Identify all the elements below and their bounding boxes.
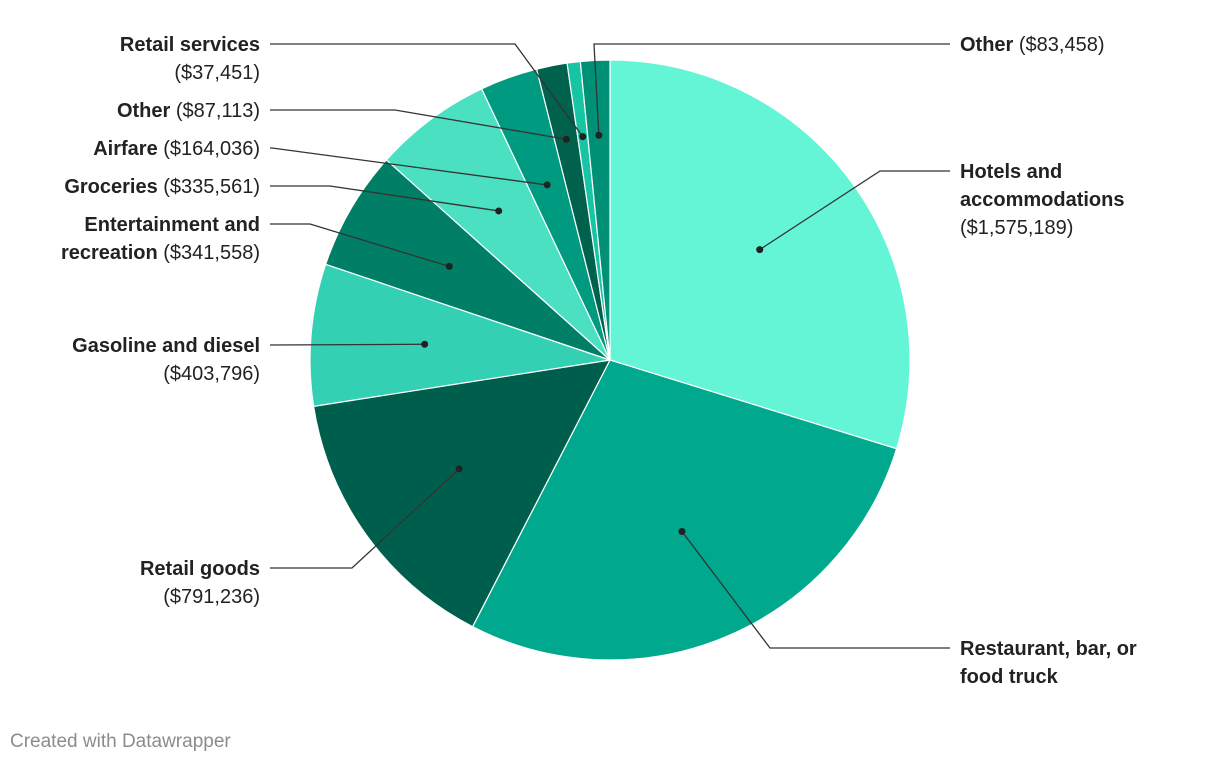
slice-name: Entertainment and <box>84 214 260 236</box>
leader-dot <box>678 528 686 536</box>
slice-label-name: accommodations <box>960 189 1124 211</box>
slice-value: ($791,236) <box>163 586 260 608</box>
slice-label-name: Other ($83,458) <box>960 34 1105 56</box>
slice-label-name: recreation ($341,558) <box>61 242 260 264</box>
slice-name: Groceries <box>64 176 157 198</box>
leader-dot <box>579 133 587 141</box>
leader-dot <box>455 465 463 473</box>
slice-value: ($164,036) <box>158 138 260 160</box>
leader-line <box>593 43 950 136</box>
slice-value: ($83,458) <box>1013 34 1104 56</box>
leader-dot <box>495 207 503 215</box>
slice-value: ($341,558) <box>158 242 260 264</box>
slice-name: Gasoline and diesel <box>72 335 260 357</box>
leader-dot <box>543 181 551 189</box>
leader-line <box>270 343 425 346</box>
slice-label-name: Hotels and <box>960 161 1062 183</box>
leader-line <box>270 185 499 212</box>
slice-name: Retail goods <box>140 558 260 580</box>
slice-value: ($335,561) <box>158 176 260 198</box>
slice-name: Retail services <box>120 34 260 56</box>
slice-name: Other <box>960 34 1014 56</box>
leader-dot <box>421 340 429 348</box>
slice-value: ($87,113) <box>170 100 260 122</box>
leader-line <box>270 147 548 186</box>
slice-name: accommodations <box>960 189 1124 211</box>
slice-label-name: Entertainment and <box>84 214 260 236</box>
leader-line <box>270 109 567 140</box>
leader-lines <box>270 43 950 649</box>
leader-line <box>681 531 950 649</box>
slice-value: ($403,796) <box>163 363 260 385</box>
pie-slice <box>609 59 911 450</box>
leader-line <box>270 43 584 138</box>
slice-labels: Hotels and accommodations ($1,575,189) Rest… <box>61 34 1137 688</box>
slice-value: ($37,451) <box>174 62 260 84</box>
pie-slice <box>309 263 611 408</box>
slice-label-name: Groceries ($335,561) <box>64 176 260 198</box>
slice-label-name: Airfare ($164,036) <box>93 138 260 160</box>
leader-line <box>759 170 950 251</box>
slice-label-name: Restaurant, bar, or <box>960 638 1137 660</box>
leader-dot <box>562 135 570 143</box>
leader-line <box>270 468 460 569</box>
pie-slices <box>309 59 911 661</box>
slice-label-name: Other ($87,113) <box>117 100 260 122</box>
slice-label-name: Gasoline and diesel <box>72 335 260 357</box>
slice-name: Other <box>117 100 171 122</box>
slice-name: recreation <box>61 242 158 264</box>
slice-name: Hotels and <box>960 161 1062 183</box>
slice-name: Airfare <box>93 138 157 160</box>
slice-name: Restaurant, bar, or <box>960 638 1137 660</box>
leader-line <box>270 223 450 268</box>
slice-value: ($1,575,189) <box>960 217 1073 239</box>
leader-dot <box>595 131 603 139</box>
slice-name: food truck <box>960 666 1059 688</box>
pie-slice <box>324 159 611 361</box>
leader-dot <box>756 246 764 254</box>
slice-label-name: Retail services <box>120 34 260 56</box>
leader-dot <box>445 262 453 270</box>
pie-slice <box>471 359 898 661</box>
slice-label-name: Retail goods <box>140 558 260 580</box>
pie-slice <box>312 359 612 628</box>
credit-text: Created with Datawrapper <box>10 731 231 752</box>
slice-label-name: food truck <box>960 666 1059 688</box>
pie-slice <box>385 88 611 361</box>
